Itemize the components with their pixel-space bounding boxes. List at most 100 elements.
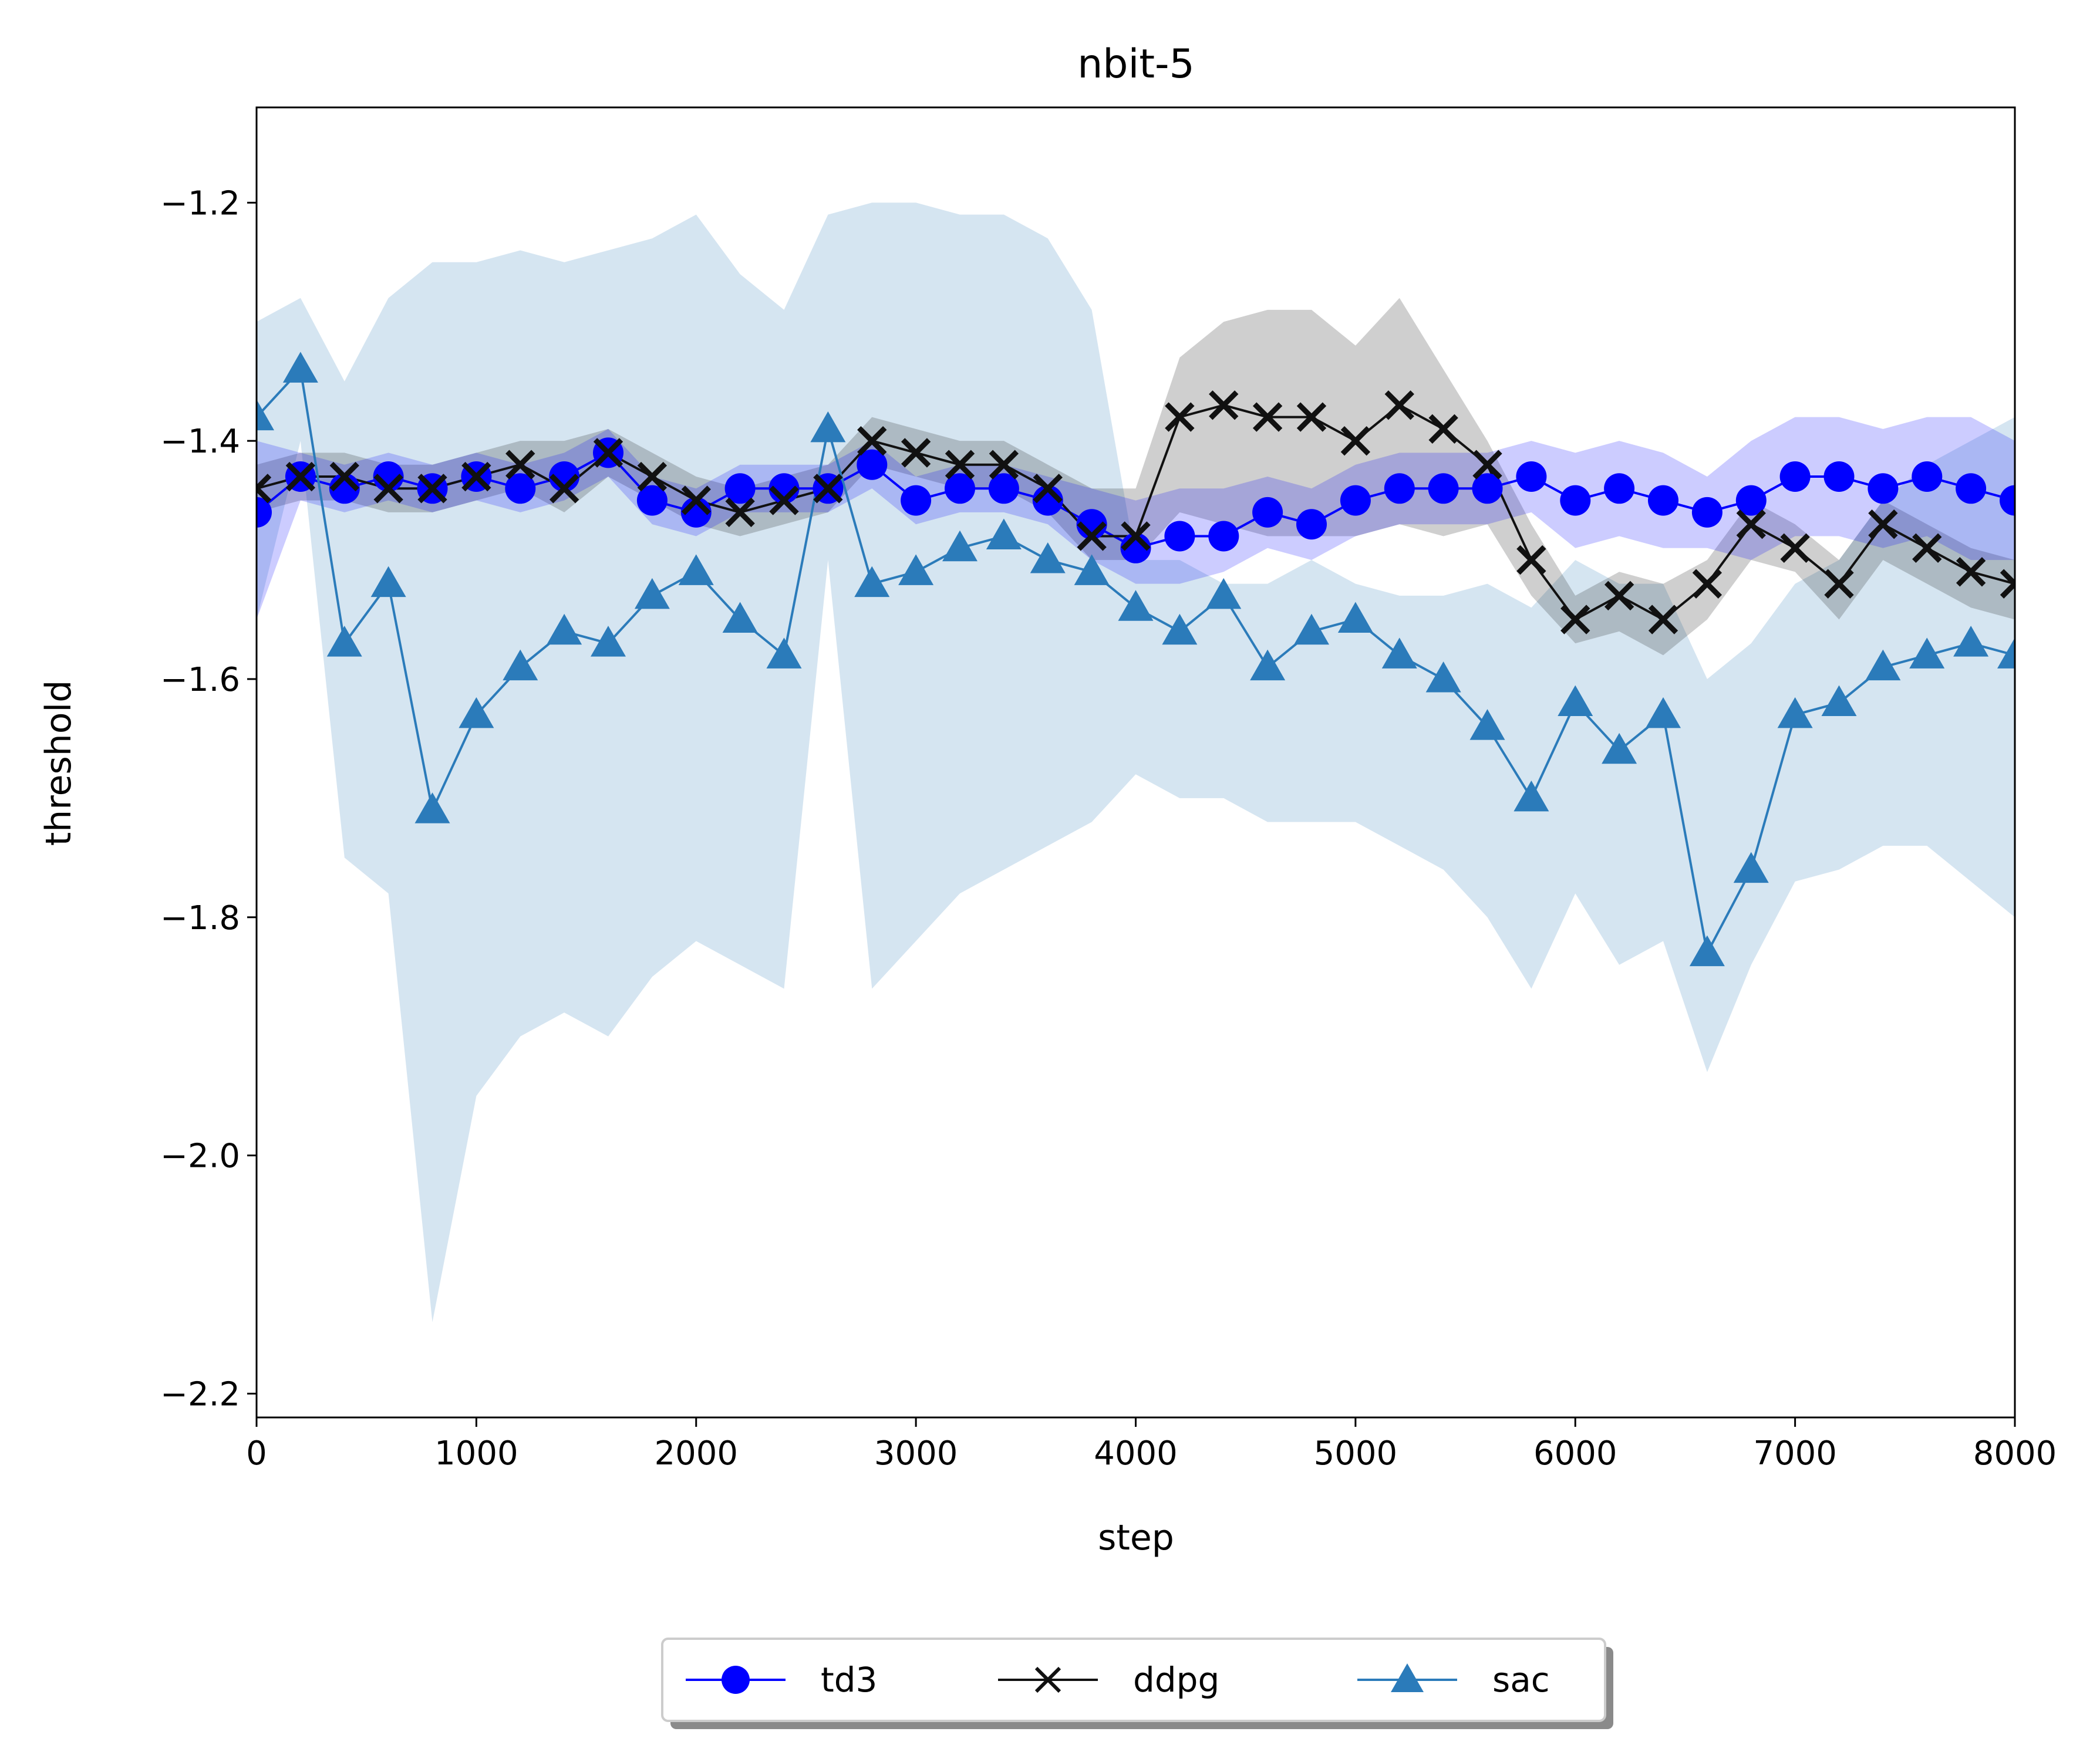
legend-marker-ddpg	[1034, 1666, 1061, 1693]
marker-sac	[1953, 626, 1989, 657]
marker-ddpg	[945, 450, 975, 480]
marker-ddpg	[1033, 474, 1063, 504]
marker-ddpg	[593, 438, 623, 468]
legend-marker-td3	[722, 1666, 750, 1694]
marker-ddpg	[417, 474, 447, 504]
marker-sac	[1074, 554, 1110, 585]
marker-ddpg	[285, 461, 316, 492]
x-tick-label: 5000	[1314, 1434, 1398, 1473]
series-markers	[257, 352, 2015, 967]
legend-label-sac: sac	[1492, 1660, 1550, 1700]
marker-ddpg	[1077, 521, 1107, 551]
marker-ddpg	[637, 461, 668, 492]
marker-ddpg	[1472, 450, 1502, 480]
marker-sac	[942, 530, 977, 562]
marker-sac	[1425, 661, 1461, 693]
marker-td3	[1384, 473, 1415, 504]
band-td3	[257, 417, 2015, 620]
marker-ddpg	[769, 485, 799, 515]
marker-sac	[898, 554, 934, 585]
marker-td3	[1735, 485, 1767, 516]
marker-ddpg	[725, 497, 755, 528]
marker-td3	[1648, 485, 1678, 516]
marker-sac	[1381, 637, 1417, 669]
x-tick-label: 2000	[654, 1434, 738, 1473]
marker-ddpg	[1956, 557, 1986, 587]
marker-td3	[1868, 473, 1899, 504]
marker-td3	[1472, 473, 1503, 504]
legend-marker-sac	[1391, 1663, 1424, 1692]
marker-ddpg	[1340, 426, 1371, 456]
marker-td3	[1691, 497, 1723, 528]
marker-td3	[1516, 461, 1547, 492]
x-tick-label: 0	[246, 1434, 267, 1473]
marker-sac	[1030, 542, 1066, 573]
marker-sac	[810, 411, 846, 443]
marker-ddpg	[1912, 533, 1942, 563]
marker-ddpg	[1780, 533, 1810, 563]
marker-td3	[1823, 461, 1855, 492]
marker-sac	[1162, 613, 1198, 645]
marker-td3	[1956, 473, 1987, 504]
marker-td3	[1912, 461, 1943, 492]
marker-ddpg	[1648, 605, 1678, 634]
y-tick-label: −2.0	[160, 1137, 240, 1176]
marker-ddpg	[901, 438, 931, 468]
marker-sac	[1865, 649, 1901, 681]
marker-td3	[636, 485, 668, 516]
marker-td3	[1296, 509, 1327, 540]
marker-ddpg	[813, 474, 843, 504]
y-tick-label: −1.6	[160, 661, 240, 699]
marker-sac	[854, 566, 890, 597]
marker-sac	[722, 602, 758, 633]
marker-sac	[1558, 685, 1593, 717]
x-tick-label: 4000	[1094, 1434, 1178, 1473]
marker-ddpg	[681, 485, 711, 515]
y-tick-label: −1.4	[160, 423, 240, 461]
marker-sac	[766, 637, 802, 669]
marker-sac	[282, 352, 318, 383]
marker-sac	[591, 626, 626, 657]
marker-td3	[1208, 521, 1239, 552]
marker-ddpg	[461, 461, 491, 492]
marker-ddpg	[1252, 402, 1283, 432]
marker-sac	[257, 399, 274, 431]
marker-td3	[1252, 497, 1283, 528]
x-tick-label: 1000	[434, 1434, 518, 1473]
marker-ddpg	[989, 450, 1019, 480]
marker-td3	[1340, 485, 1371, 516]
marker-sac	[459, 697, 494, 728]
x-axis: 0 1000 2000 3000 4000 5000 6000 7000 8000	[246, 1417, 2057, 1473]
marker-sac	[1206, 578, 1242, 609]
marker-td3	[857, 449, 888, 480]
marker-sac	[1821, 685, 1857, 717]
marker-td3	[901, 485, 932, 516]
marker-td3	[1779, 461, 1811, 492]
marker-ddpg	[257, 474, 272, 504]
marker-sac	[326, 626, 362, 657]
marker-td3	[1428, 473, 1459, 504]
legend-label-ddpg: ddpg	[1133, 1660, 1219, 1700]
marker-sac	[1646, 697, 1681, 728]
marker-ddpg	[2000, 569, 2015, 599]
marker-sac	[414, 792, 450, 823]
marker-ddpg	[1736, 509, 1766, 539]
marker-sac	[1469, 709, 1505, 740]
y-axis: −2.2 −2.0 −1.8 −1.6 −1.4 −1.2	[160, 184, 257, 1413]
marker-ddpg	[549, 474, 579, 504]
y-tick-label: −2.2	[160, 1375, 240, 1413]
marker-ddpg	[1604, 580, 1634, 611]
band-sac	[257, 202, 2015, 1322]
marker-td3	[724, 473, 756, 504]
marker-ddpg	[1516, 545, 1546, 575]
marker-sac	[547, 613, 582, 645]
marker-sac	[986, 518, 1022, 549]
marker-sac	[1602, 732, 1637, 764]
marker-sac	[1909, 637, 1945, 669]
marker-sac	[634, 578, 670, 609]
y-axis-label: threshold	[38, 680, 79, 846]
marker-sac	[1733, 852, 1769, 883]
x-tick-label: 6000	[1533, 1434, 1617, 1473]
marker-ddpg	[373, 474, 403, 504]
